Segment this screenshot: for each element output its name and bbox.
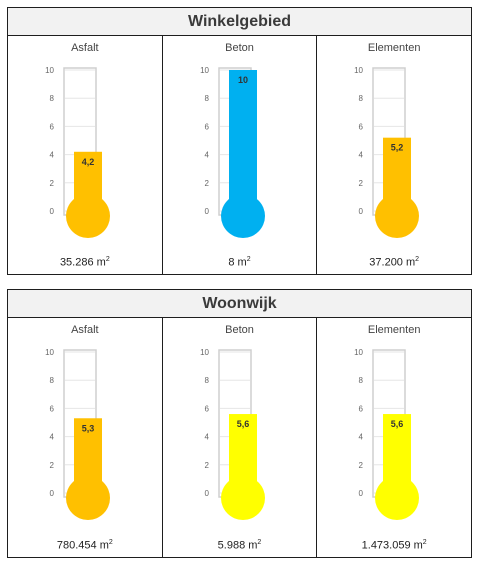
thermometer-row: 0 2 4 6 8 10 4,2 Asfalt 35.286 m2 0 2 4 6 8 10 10 Be… [8,36,471,274]
thermometer-chart: 0 2 4 6 8 10 5,3 [45,348,110,520]
y-tick-label: 2 [204,179,209,188]
y-tick-label: 8 [359,94,364,103]
area-value: 5.988 m2 [217,539,262,552]
y-tick-label: 4 [204,151,209,160]
y-tick-label: 0 [359,489,364,498]
y-tick-label: 0 [204,207,209,216]
y-tick-label: 8 [359,376,364,385]
thermometer-bulb [220,194,265,238]
thermometer-bulb [220,476,265,520]
y-tick-label: 2 [50,179,55,188]
y-tick-label: 10 [200,66,209,75]
y-tick-label: 6 [204,122,209,131]
material-title: Beton [225,324,254,336]
thermometer-chart: 0 2 4 6 8 10 5,2 [354,66,420,238]
y-tick-label: 10 [45,348,54,357]
thermometer-cell: 0 2 4 6 8 10 4,2 Asfalt 35.286 m2 [8,36,163,274]
y-tick-label: 0 [50,207,55,216]
material-title: Elementen [367,324,421,336]
y-tick-label: 4 [50,433,55,442]
y-tick-label: 8 [50,94,55,103]
thermometer-cell: 0 2 4 6 8 10 5,6 Elementen 1.473.059 m2 [317,318,471,557]
y-tick-label: 2 [204,461,209,470]
y-tick-label: 8 [204,94,209,103]
thermometer-chart: 0 2 4 6 8 10 10 [200,66,265,238]
data-label: 4,2 [82,157,95,167]
y-tick-label: 0 [50,489,55,498]
section-winkelgebied: Winkelgebied 0 2 4 6 8 10 4,2 Asfalt 35.286 m2… [7,7,472,275]
y-tick-label: 4 [204,433,209,442]
material-title: Beton [225,42,254,54]
material-title: Asfalt [71,42,99,54]
y-tick-label: 6 [50,122,55,131]
material-title: Asfalt [71,324,99,336]
thermometer-chart: 0 2 4 6 8 10 5,6 [354,348,420,520]
area-value: 1.473.059 m2 [361,539,427,552]
y-tick-label: 10 [354,66,363,75]
y-tick-label: 2 [359,179,364,188]
section-woonwijk: Woonwijk 0 2 4 6 8 10 5,3 Asfalt 780.454 m2 0 2… [7,289,472,558]
data-label: 5,6 [236,419,249,429]
y-tick-label: 4 [359,433,364,442]
y-tick-label: 6 [50,404,55,413]
area-value: 780.454 m2 [56,539,113,552]
data-label: 5,2 [391,143,404,153]
y-tick-label: 10 [200,348,209,357]
y-tick-label: 6 [204,404,209,413]
thermometer-bulb [66,194,110,238]
data-label: 10 [238,75,248,85]
y-tick-label: 6 [359,404,364,413]
area-value: 35.286 m2 [59,256,110,269]
area-value: 37.200 m2 [369,256,420,269]
thermometer-bulb [375,194,420,238]
y-tick-label: 8 [50,376,55,385]
y-tick-label: 8 [204,376,209,385]
thermometer-chart: 0 2 4 6 8 10 4,2 [45,66,110,238]
y-tick-label: 4 [359,151,364,160]
area-value: 8 m2 [228,256,251,269]
thermometer-cell: 0 2 4 6 8 10 5,6 Beton 5.988 m2 [163,318,318,557]
y-tick-label: 6 [359,122,364,131]
data-label: 5,6 [391,419,404,429]
thermometer-row: 0 2 4 6 8 10 5,3 Asfalt 780.454 m2 0 2 4 6 8 10 5,6 … [8,318,471,557]
thermometer-cell: 0 2 4 6 8 10 10 Beton 8 m2 [163,36,318,274]
thermometer-bulb [375,476,420,520]
y-tick-label: 2 [359,461,364,470]
data-label: 5,3 [82,423,95,433]
y-tick-label: 10 [354,348,363,357]
thermometer-cell: 0 2 4 6 8 10 5,3 Asfalt 780.454 m2 [8,318,163,557]
y-tick-label: 0 [204,489,209,498]
y-tick-label: 2 [50,461,55,470]
y-tick-label: 0 [359,207,364,216]
thermometer-cell: 0 2 4 6 8 10 5,2 Elementen 37.200 m2 [317,36,471,274]
section-title: Woonwijk [8,290,471,318]
thermometer-chart: 0 2 4 6 8 10 5,6 [200,348,265,520]
section-title: Winkelgebied [8,8,471,36]
y-tick-label: 10 [45,66,54,75]
thermometer-bulb [66,476,110,520]
material-title: Elementen [367,42,421,54]
y-tick-label: 4 [50,151,55,160]
